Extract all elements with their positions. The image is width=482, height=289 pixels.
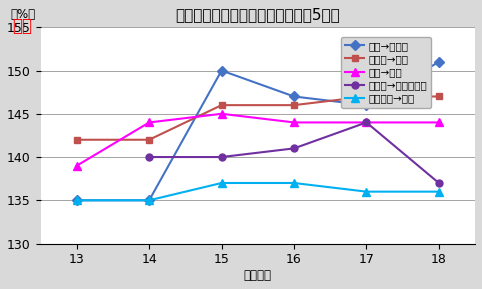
三国→十三 bbox=[219, 112, 225, 116]
三国→十三 bbox=[436, 121, 442, 124]
Line: 神崎川→十三: 神崎川→十三 bbox=[73, 93, 442, 143]
Legend: 梅田→淀屋橋, 神崎川→十三, 三国→十三, 森ノ宮→谷町四丁目, 河内永和→布施: 梅田→淀屋橋, 神崎川→十三, 三国→十三, 森ノ宮→谷町四丁目, 河内永和→布… bbox=[341, 37, 431, 108]
梅田→淀屋橋 bbox=[363, 103, 369, 107]
河内永和→布施 bbox=[74, 199, 80, 202]
梅田→淀屋橋 bbox=[74, 199, 80, 202]
三国→十三 bbox=[146, 121, 152, 124]
梅田→淀屋橋 bbox=[436, 60, 442, 64]
梅田→淀屋橋 bbox=[219, 69, 225, 72]
森ノ宮→谷町四丁目 bbox=[291, 147, 297, 150]
神崎川→十三 bbox=[291, 103, 297, 107]
神崎川→十三 bbox=[219, 103, 225, 107]
神崎川→十三 bbox=[436, 95, 442, 98]
河内永和→布施 bbox=[363, 190, 369, 193]
梅田→淀屋橋 bbox=[291, 95, 297, 98]
Text: マ！: マ！ bbox=[12, 17, 32, 35]
森ノ宮→谷町四丁目 bbox=[363, 121, 369, 124]
河内永和→布施 bbox=[219, 181, 225, 185]
Line: 森ノ宮→谷町四丁目: 森ノ宮→谷町四丁目 bbox=[146, 119, 442, 186]
Line: 三国→十三: 三国→十三 bbox=[73, 110, 443, 170]
Text: （%）: （%） bbox=[10, 8, 35, 21]
Line: 梅田→淀屋橋: 梅田→淀屋橋 bbox=[73, 58, 442, 204]
Line: 河内永和→布施: 河内永和→布施 bbox=[73, 179, 443, 204]
森ノ宮→谷町四丁目 bbox=[436, 181, 442, 185]
河内永和→布施 bbox=[436, 190, 442, 193]
神崎川→十三 bbox=[146, 138, 152, 142]
三国→十三 bbox=[363, 121, 369, 124]
神崎川→十三 bbox=[74, 138, 80, 142]
梅田→淀屋橋 bbox=[146, 199, 152, 202]
河内永和→布施 bbox=[146, 199, 152, 202]
Title: 大阪圏の通勤電車混雑率ワースト5推移: 大阪圏の通勤電車混雑率ワースト5推移 bbox=[175, 7, 340, 22]
三国→十三 bbox=[291, 121, 297, 124]
森ノ宮→谷町四丁目 bbox=[146, 155, 152, 159]
X-axis label: （年度）: （年度） bbox=[244, 269, 272, 282]
河内永和→布施 bbox=[291, 181, 297, 185]
森ノ宮→谷町四丁目 bbox=[219, 155, 225, 159]
神崎川→十三 bbox=[363, 95, 369, 98]
三国→十三 bbox=[74, 164, 80, 167]
